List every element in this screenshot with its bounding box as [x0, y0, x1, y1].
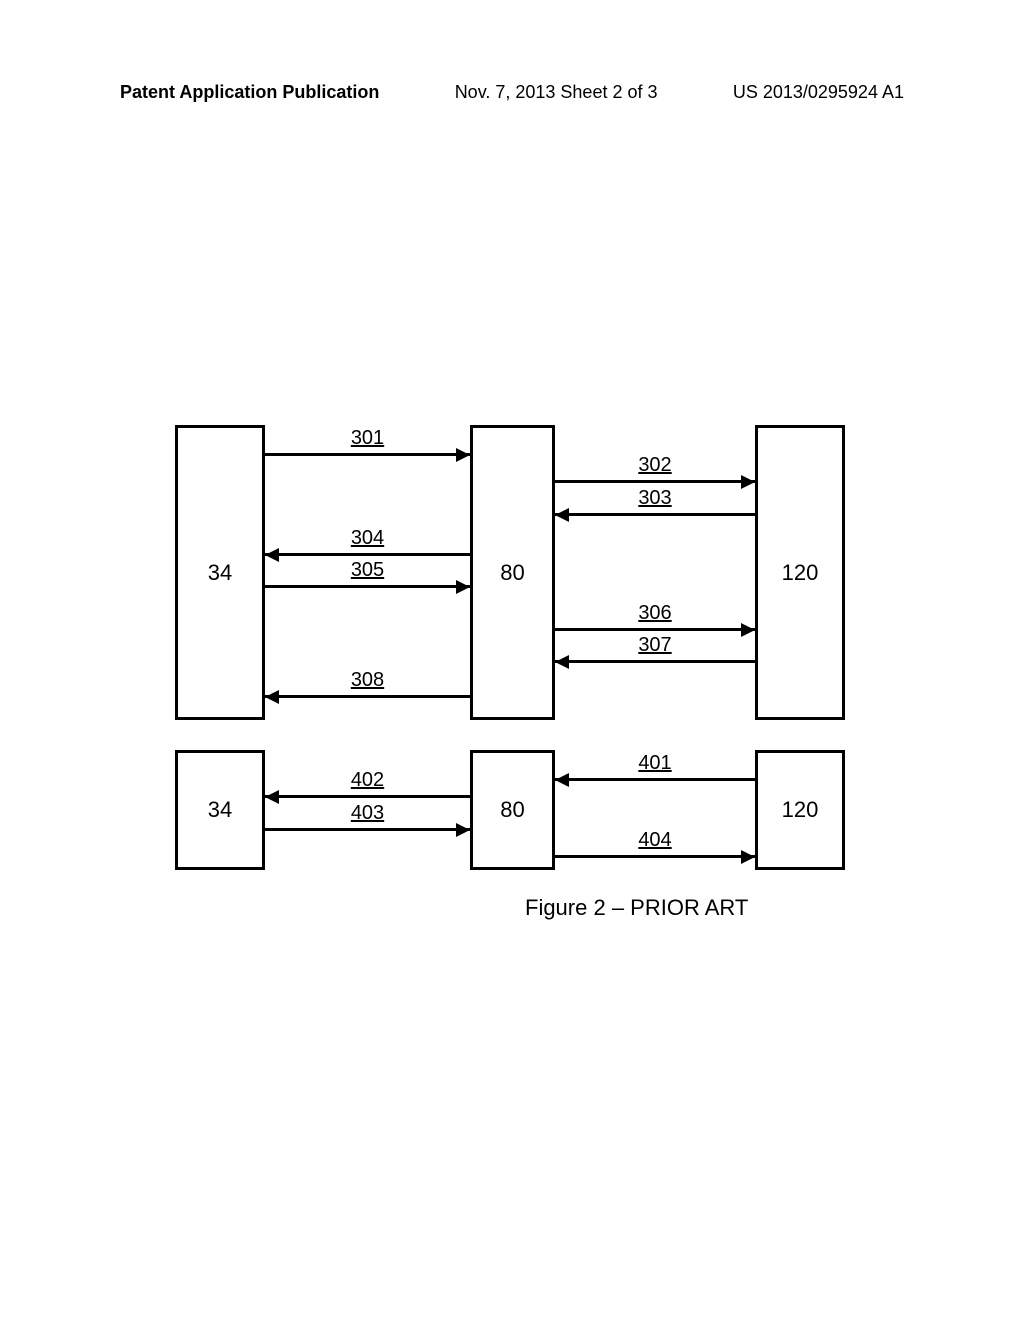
- header-left: Patent Application Publication: [120, 82, 379, 103]
- message-label: 401: [625, 752, 685, 775]
- message-arrow: [265, 795, 470, 798]
- node-box: 80: [470, 425, 555, 720]
- header-center: Nov. 7, 2013 Sheet 2 of 3: [455, 82, 658, 103]
- arrowhead-left-icon: [555, 773, 569, 787]
- message-arrow: [555, 480, 755, 483]
- arrowhead-left-icon: [555, 508, 569, 522]
- message-arrow: [555, 660, 755, 663]
- arrowhead-right-icon: [741, 850, 755, 864]
- message-arrow: [555, 778, 755, 781]
- sequence-diagram: 34 80 120 301 302 303 304 305 306 307 308 34 80 120 40…: [175, 425, 875, 915]
- node-box: 34: [175, 425, 265, 720]
- message-label: 302: [625, 454, 685, 477]
- node-box: 120: [755, 750, 845, 870]
- message-arrow: [265, 695, 470, 698]
- node-box: 34: [175, 750, 265, 870]
- message-label: 403: [338, 802, 398, 825]
- message-label: 301: [338, 427, 398, 450]
- message-arrow: [555, 855, 755, 858]
- message-arrow: [265, 828, 470, 831]
- page-header: Patent Application Publication Nov. 7, 2…: [120, 82, 904, 103]
- message-label: 402: [338, 769, 398, 792]
- arrowhead-left-icon: [265, 690, 279, 704]
- header-right: US 2013/0295924 A1: [733, 82, 904, 103]
- message-arrow: [265, 585, 470, 588]
- message-label: 308: [338, 669, 398, 692]
- message-label: 304: [338, 527, 398, 550]
- message-arrow: [555, 628, 755, 631]
- message-arrow: [555, 513, 755, 516]
- message-label: 404: [625, 829, 685, 852]
- message-arrow: [265, 553, 470, 556]
- message-label: 307: [625, 634, 685, 657]
- message-label: 303: [625, 487, 685, 510]
- node-box: 120: [755, 425, 845, 720]
- message-arrow: [265, 453, 470, 456]
- arrowhead-right-icon: [456, 448, 470, 462]
- arrowhead-right-icon: [456, 580, 470, 594]
- arrowhead-left-icon: [265, 790, 279, 804]
- figure-caption: Figure 2 – PRIOR ART: [525, 895, 748, 921]
- node-box: 80: [470, 750, 555, 870]
- message-label: 306: [625, 602, 685, 625]
- arrowhead-right-icon: [456, 823, 470, 837]
- arrowhead-left-icon: [555, 655, 569, 669]
- arrowhead-right-icon: [741, 623, 755, 637]
- arrowhead-left-icon: [265, 548, 279, 562]
- message-label: 305: [338, 559, 398, 582]
- arrowhead-right-icon: [741, 475, 755, 489]
